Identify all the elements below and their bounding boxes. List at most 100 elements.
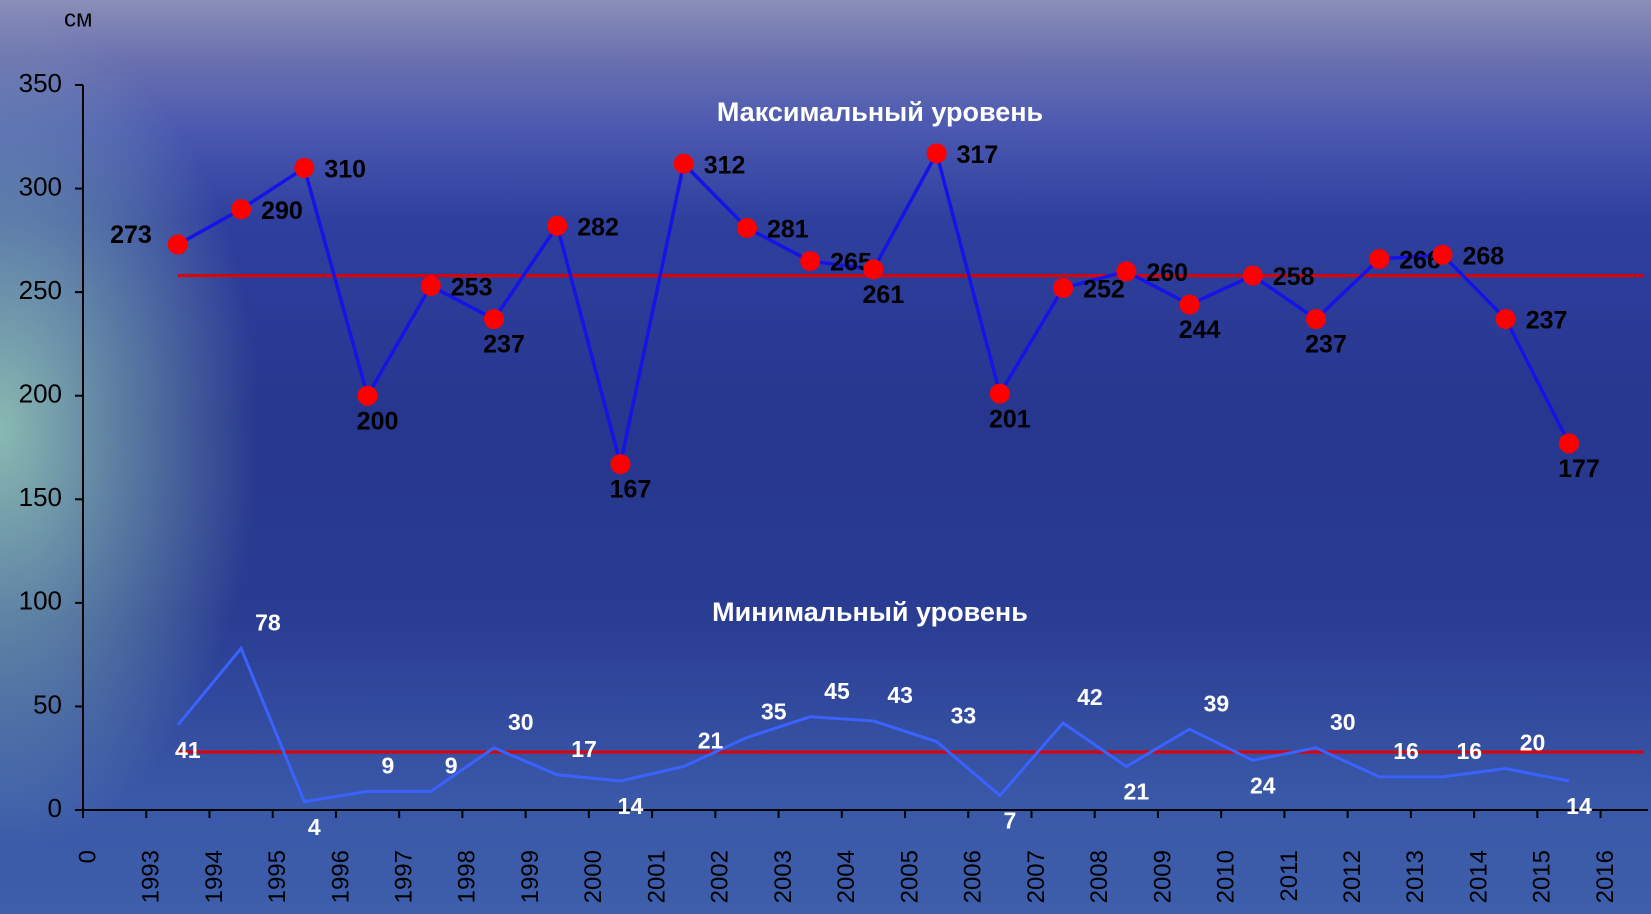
data-label: 167 [610,476,652,504]
data-label: 177 [1558,455,1600,483]
data-label: 312 [704,151,746,179]
data-label: 41 [175,737,201,763]
data-label: 9 [445,752,458,778]
data-label: 24 [1250,772,1276,798]
point [863,259,883,279]
x-tick-label: 2001 [643,850,670,903]
x-tick-label: 2009 [1149,850,1176,903]
y-tick-label: 300 [19,171,62,201]
x-tick-label: 2012 [1339,850,1366,903]
data-label: 237 [1305,331,1347,359]
y-tick-label: 50 [33,689,62,719]
x-tick-label: 2006 [960,850,987,903]
point [1116,261,1136,281]
point [1053,278,1073,298]
data-label: 290 [261,197,303,225]
point [484,309,504,329]
data-label: 30 [1330,709,1356,735]
data-label: 30 [508,709,534,735]
point [990,384,1010,404]
data-label: 260 [1146,259,1188,287]
data-label: 244 [1179,316,1221,344]
point [800,251,820,271]
point [1369,249,1389,269]
x-tick-label: 2005 [896,850,923,903]
data-label: 258 [1273,263,1315,291]
data-label: 268 [1462,242,1504,270]
x-tick-label: 0 [74,850,101,863]
data-label: 200 [357,407,399,435]
y-tick-label: 0 [48,793,62,823]
point [1432,245,1452,265]
data-label: 17 [571,736,597,762]
x-tick-label: 2013 [1402,850,1429,903]
x-tick-label: 1999 [517,850,544,903]
point [358,386,378,406]
y-tick-label: 200 [19,379,62,409]
data-label: 253 [451,274,493,302]
data-label: 21 [698,728,724,754]
series-line [178,648,1569,801]
point [421,276,441,296]
data-label: 7 [1003,808,1016,834]
x-tick-label: 2002 [707,850,734,903]
point [1306,309,1326,329]
data-label: 310 [324,155,366,183]
data-label: 252 [1083,276,1125,304]
x-tick-label: 2008 [1086,850,1113,903]
y-tick-label: 100 [19,586,62,616]
x-tick-label: 1994 [201,850,228,903]
x-tick-label: 1995 [264,850,291,903]
point [927,143,947,163]
data-label: 39 [1204,690,1230,716]
data-label: 14 [618,793,644,819]
x-tick-label: 2016 [1592,850,1619,903]
x-tick-label: 2010 [1213,850,1240,903]
x-tick-label: 1996 [327,850,354,903]
y-tick-label: 350 [19,68,62,98]
data-label: 14 [1566,793,1592,819]
data-label: 4 [308,814,321,840]
x-tick-label: 2015 [1529,850,1556,903]
point [294,158,314,178]
data-label: 261 [863,281,905,309]
x-tick-label: 2004 [833,850,860,903]
data-label: 45 [824,678,850,704]
y-unit: см [64,5,93,32]
chart: см Максимальный уровень Минимальный уров… [0,0,1651,914]
x-tick-label: 2003 [770,850,797,903]
x-tick-label: 2000 [580,850,607,903]
data-label: 20 [1520,730,1546,756]
x-tick-label: 1997 [391,850,418,903]
annotation: Максимальный уровень [717,97,1043,127]
annotation: Минимальный уровень [712,597,1028,627]
x-tick-label: 2014 [1465,850,1492,903]
point [1180,295,1200,315]
data-label: 21 [1124,779,1150,805]
data-label: 281 [767,216,809,244]
page: см Максимальный уровень Минимальный уров… [0,0,1651,914]
point [1243,266,1263,286]
point [1496,309,1516,329]
point [1559,433,1579,453]
data-label: 43 [887,682,913,708]
data-label: 78 [255,610,281,636]
data-label: 237 [1526,307,1568,335]
data-label: 201 [989,405,1031,433]
data-label: 16 [1393,738,1419,764]
point [168,235,188,255]
data-label: 33 [951,703,977,729]
data-label: 9 [382,752,395,778]
data-label: 273 [110,221,152,249]
data-label: 237 [483,331,525,359]
y-tick-label: 150 [19,482,62,512]
x-tick-label: 2007 [1023,850,1050,903]
data-label: 42 [1077,684,1103,710]
x-tick-label: 1993 [138,850,165,903]
point [547,216,567,236]
x-tick-label: 1998 [454,850,481,903]
data-label: 16 [1456,738,1482,764]
x-tick-label: 2011 [1276,850,1303,902]
point [610,454,630,474]
point [231,199,251,219]
